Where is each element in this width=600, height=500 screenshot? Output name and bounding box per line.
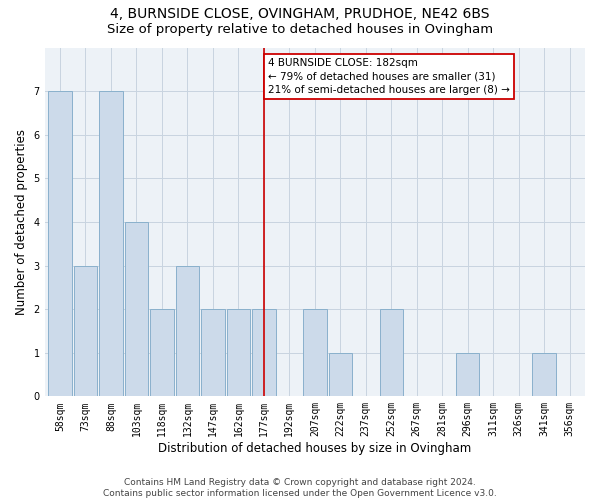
X-axis label: Distribution of detached houses by size in Ovingham: Distribution of detached houses by size …	[158, 442, 472, 455]
Bar	[329, 352, 352, 397]
Bar	[380, 309, 403, 396]
Text: 4 BURNSIDE CLOSE: 182sqm
← 79% of detached houses are smaller (31)
21% of semi-d: 4 BURNSIDE CLOSE: 182sqm ← 79% of detach…	[268, 58, 509, 95]
Text: Contains HM Land Registry data © Crown copyright and database right 2024.
Contai: Contains HM Land Registry data © Crown c…	[103, 478, 497, 498]
Y-axis label: Number of detached properties: Number of detached properties	[15, 129, 28, 315]
Bar	[252, 309, 275, 396]
Bar	[303, 309, 326, 396]
Text: 4, BURNSIDE CLOSE, OVINGHAM, PRUDHOE, NE42 6BS: 4, BURNSIDE CLOSE, OVINGHAM, PRUDHOE, NE…	[110, 8, 490, 22]
Bar	[125, 222, 148, 396]
Text: Size of property relative to detached houses in Ovingham: Size of property relative to detached ho…	[107, 22, 493, 36]
Bar	[532, 352, 556, 397]
Bar	[48, 91, 71, 396]
Bar	[99, 91, 122, 396]
Bar	[176, 266, 199, 396]
Bar	[150, 309, 173, 396]
Bar	[227, 309, 250, 396]
Bar	[201, 309, 224, 396]
Bar	[456, 352, 479, 397]
Bar	[74, 266, 97, 396]
